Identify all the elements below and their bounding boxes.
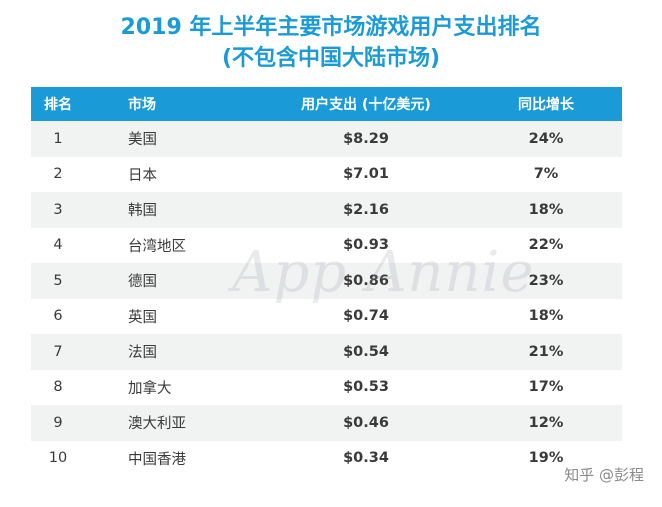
ranking-table: 排名 市场 用户支出 (十亿美元) 同比增长 1 美国 $8.29 24% 2 日本 $7.…	[31, 87, 622, 476]
market-cell: 韩国	[128, 203, 157, 220]
market-cell: 台湾地区	[128, 238, 186, 255]
spend-cell: $0.46	[343, 414, 389, 431]
rank-cell: 6	[53, 308, 63, 325]
market-cell: 德国	[128, 274, 157, 291]
header-spend: 用户支出 (十亿美元)	[301, 97, 431, 113]
credit-text: 知乎 @彭程	[564, 466, 644, 484]
table-row: 4 台湾地区 $0.93 22%	[31, 227, 622, 263]
market-cell: 日本	[128, 167, 157, 184]
rank-cell: 2	[53, 166, 63, 183]
table-header: 排名 市场 用户支出 (十亿美元) 同比增长	[31, 87, 622, 121]
header-growth: 同比增长	[518, 97, 574, 113]
market-cell: 法国	[128, 345, 157, 362]
spend-cell: $0.34	[343, 450, 389, 467]
market-cell: 中国香港	[128, 451, 186, 468]
table-row: 8 加拿大 $0.53 17%	[31, 369, 622, 405]
growth-cell: 22%	[528, 237, 564, 254]
chart-subtitle: (不包含中国大陆市场)	[221, 46, 441, 71]
rank-cell: 1	[53, 130, 63, 147]
table-body: 1 美国 $8.29 24% 2 日本 $7.01 7% 3 韩国 $2.16 18% 4 台湾地区 $0.…	[31, 121, 622, 476]
rank-cell: 7	[53, 343, 63, 360]
spend-cell: $0.86	[343, 272, 389, 289]
rank-cell: 4	[53, 237, 63, 254]
rank-cell: 3	[53, 201, 63, 218]
header-market: 市场	[128, 97, 156, 113]
header-rank: 排名	[44, 97, 72, 113]
table-row: 3 韩国 $2.16 18%	[31, 192, 622, 228]
rank-cell: 9	[53, 414, 63, 431]
table-row: 9 澳大利亚 $0.46 12%	[31, 405, 622, 441]
spend-cell: $0.93	[343, 237, 389, 254]
growth-cell: 7%	[533, 166, 559, 183]
spend-cell: $0.53	[343, 379, 389, 396]
table-row: 7 法国 $0.54 21%	[31, 334, 622, 370]
market-cell: 加拿大	[128, 380, 172, 397]
growth-cell: 18%	[528, 201, 564, 218]
spend-cell: $0.74	[343, 308, 389, 325]
market-cell: 澳大利亚	[128, 416, 186, 433]
growth-cell: 24%	[528, 130, 564, 147]
spend-cell: $2.16	[343, 201, 389, 218]
market-cell: 美国	[128, 132, 157, 149]
spend-cell: $0.54	[343, 343, 389, 360]
table-row: 1 美国 $8.29 24%	[31, 121, 622, 157]
spend-cell: $8.29	[343, 130, 389, 147]
market-cell: 英国	[128, 309, 157, 326]
table-row: 2 日本 $7.01 7%	[31, 156, 622, 192]
growth-cell: 19%	[528, 450, 564, 467]
table-row: 10 中国香港 $0.34 19%	[31, 440, 622, 476]
growth-cell: 18%	[528, 308, 564, 325]
chart-title: 2019 年上半年主要市场游戏用户支出排名	[120, 15, 542, 40]
table-row: 5 德国 $0.86 23%	[31, 263, 622, 299]
table-row: 6 英国 $0.74 18%	[31, 298, 622, 334]
growth-cell: 17%	[528, 379, 564, 396]
spend-cell: $7.01	[343, 166, 389, 183]
growth-cell: 12%	[528, 414, 564, 431]
growth-cell: 23%	[528, 272, 564, 289]
rank-cell: 5	[53, 272, 63, 289]
rank-cell: 8	[53, 379, 63, 396]
rank-cell: 10	[48, 450, 68, 467]
growth-cell: 21%	[528, 343, 564, 360]
